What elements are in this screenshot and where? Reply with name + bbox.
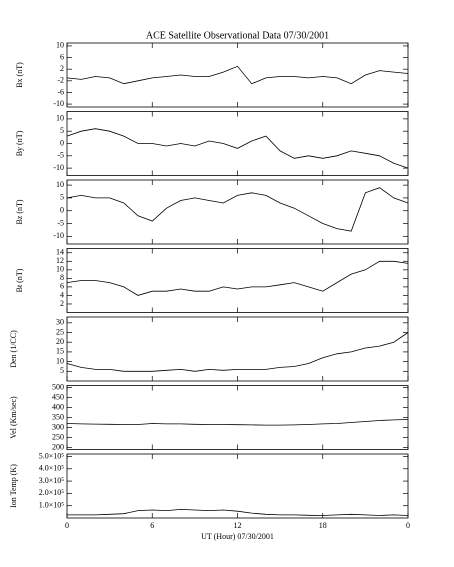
x-tick-label: 12 [234,521,242,530]
y-tick-label: 2.0×10⁵ [39,488,65,497]
y-tick-label: 450 [52,392,64,401]
panel-frame [66,42,409,108]
y-tick-label: 2 [60,64,64,73]
y-tick-label: 0 [60,206,64,215]
y-tick-label: -5 [57,151,64,160]
y-tick-label: 20 [56,337,64,346]
y-tick-label: 30 [56,318,64,327]
y-tick-label: 3.0×10⁵ [39,476,65,485]
data-line [66,65,409,85]
panel-frame [66,111,409,176]
x-tick-label: 0 [65,521,69,530]
y-tick-label: 5 [60,366,64,375]
y-tick-label: 25 [56,327,64,336]
y-tick-label: 400 [52,402,64,411]
y-tick-label: -10 [53,231,64,240]
panel-frame [66,316,409,382]
y-axis-label: Bt (nT) [15,268,24,292]
panel-frame [66,248,409,313]
data-line [66,128,409,169]
data-line [66,332,409,372]
y-tick-label: -5 [57,218,64,227]
y-tick-label: 350 [52,412,64,421]
panel-frame [66,179,409,245]
y-axis-label: Vel (Km/sec) [9,396,18,439]
panel-frame [66,385,409,450]
y-axis-label: Bx (nT) [15,62,24,88]
y-tick-label: 10 [56,265,64,274]
y-axis-label: Den (1/CC) [9,330,18,368]
y-tick-label: 0 [60,138,64,147]
y-tick-label: 15 [56,347,64,356]
x-tick-label: 18 [319,521,327,530]
y-axis-label: Ion Temp (K) [9,464,18,508]
y-tick-label: -6 [57,87,64,96]
data-line [67,508,409,516]
y-tick-label: 2 [60,299,64,308]
y-tick-label: 1.0×10⁵ [39,501,65,510]
chart-title: ACE Satellite Observational Data 07/30/2… [146,30,329,41]
y-tick-label: 10 [56,180,64,189]
x-axis-label: UT (Hour) 07/30/2001 [201,532,274,541]
y-tick-label: 10 [56,356,64,365]
y-tick-label: 4.0×10⁵ [39,464,65,473]
y-tick-label: 300 [52,422,64,431]
data-line [66,260,409,296]
y-tick-label: 10 [56,41,64,50]
y-tick-label: 14 [56,248,64,257]
y-tick-label: -10 [53,99,64,108]
y-tick-label: 5 [60,126,64,135]
y-tick-label: 200 [52,442,64,451]
y-tick-label: 6 [60,52,64,61]
data-line [66,187,409,232]
y-axis-label: Bz (nT) [15,199,24,224]
y-tick-label: 5.0×10⁵ [39,451,65,460]
y-tick-label: 12 [56,256,64,265]
y-tick-label: 5 [60,193,64,202]
x-tick-label: 6 [150,521,154,530]
x-tick-label: 0 [406,521,410,530]
y-tick-label: 8 [60,273,64,282]
y-tick-label: -2 [57,76,64,85]
y-axis-label: By (nT) [15,130,24,156]
y-tick-label: 10 [56,114,64,123]
y-tick-label: 500 [52,382,64,391]
panel-frame [66,453,409,519]
y-tick-label: 4 [60,290,64,299]
y-tick-label: 6 [60,282,64,291]
y-tick-label: -10 [53,163,64,172]
data-line [66,419,409,426]
y-tick-label: 250 [52,432,64,441]
